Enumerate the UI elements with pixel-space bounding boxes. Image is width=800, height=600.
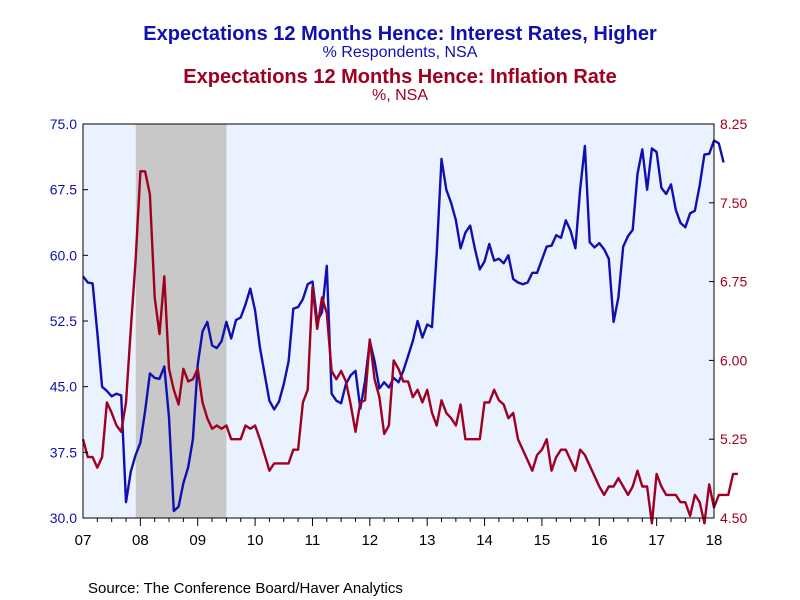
- x-axis-tick-label: 15: [534, 532, 551, 549]
- left-axis-tick-label: 45.0: [50, 379, 77, 395]
- right-axis-tick-label: 6.75: [720, 274, 747, 290]
- right-axis-tick-label: 6.00: [720, 352, 747, 368]
- chart-title-inflation: Expectations 12 Months Hence: Inflation …: [183, 66, 616, 88]
- x-axis-tick-label: 07: [75, 532, 92, 549]
- x-axis-tick-label: 08: [132, 532, 149, 549]
- series-line-inflation-rate: [81, 170, 738, 525]
- series-line-interest-rates: [82, 139, 725, 513]
- x-axis-tick-label: 12: [361, 532, 378, 549]
- right-axis-tick-label: 7.50: [720, 195, 747, 211]
- source-note: Source: The Conference Board/Haver Analy…: [88, 580, 403, 597]
- right-axis-tick-label: 8.25: [720, 116, 747, 132]
- chart-subtitle-inflation: %, NSA: [372, 87, 428, 104]
- x-axis-tick-label: 17: [648, 532, 665, 549]
- chart-titles: Expectations 12 Months Hence: Interest R…: [143, 23, 657, 104]
- chart-axes: 75.0 67.5 60.0 52.5 45.0 37.5 30.0 8.25 7.50 6.75…: [50, 116, 748, 549]
- x-axis-tick-label: 16: [591, 532, 608, 549]
- x-axis-tick-label: 18: [706, 532, 723, 549]
- chart-marks: [81, 139, 738, 525]
- recession-shading: [135, 124, 227, 518]
- left-axis-tick-label: 52.5: [50, 313, 77, 329]
- x-axis-tick-label: 09: [189, 532, 206, 549]
- chart-title-interest: Expectations 12 Months Hence: Interest R…: [143, 23, 657, 45]
- x-axis-tick-label: 13: [419, 532, 436, 549]
- x-axis-tick-label: 10: [247, 532, 264, 549]
- x-axis-tick-label: 14: [476, 532, 493, 549]
- right-axis-tick-label: 4.50: [720, 510, 747, 526]
- left-axis-tick-label: 30.0: [50, 510, 77, 526]
- left-axis-tick-label: 75.0: [50, 116, 77, 132]
- right-axis-tick-label: 5.25: [720, 431, 747, 447]
- x-axis-tick-label: 11: [305, 532, 321, 549]
- left-axis-tick-label: 37.5: [50, 444, 77, 460]
- left-axis-tick-label: 60.0: [50, 247, 77, 263]
- left-axis-tick-label: 67.5: [50, 182, 77, 198]
- chart-subtitle-interest: % Respondents, NSA: [323, 44, 478, 61]
